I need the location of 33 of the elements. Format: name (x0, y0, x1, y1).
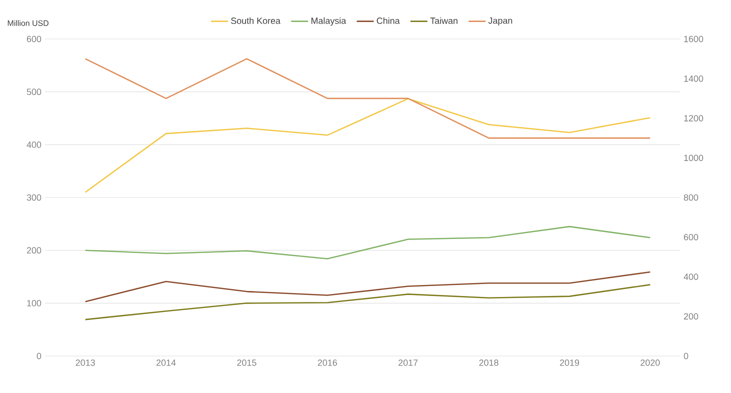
x-tick-label: 2016 (318, 360, 337, 366)
y2-tick-label: 1600 (684, 36, 704, 42)
line-series (84, 271, 651, 302)
y2-tick-label: 1200 (684, 115, 704, 122)
y-tick-label: 200 (26, 247, 42, 254)
y-tick-label: 600 (26, 36, 42, 42)
legend-label: Malaysia (311, 17, 346, 26)
legend-label: Taiwan (430, 17, 458, 24)
line-series (84, 284, 651, 320)
x-tick-label: 2015 (237, 360, 256, 366)
y-tick-label: 300 (26, 194, 42, 201)
y2-tick-label: 0 (684, 352, 688, 360)
x-tick-label: 2019 (560, 360, 580, 366)
x-tick-label: 2014 (156, 360, 176, 366)
y2-tick-label: 800 (684, 194, 698, 201)
line-series (84, 98, 651, 193)
legend-label: China (376, 17, 400, 24)
y2-tick-label: 200 (684, 313, 698, 320)
y2-tick-label: 600 (684, 234, 698, 240)
y-tick-label: 400 (26, 141, 42, 148)
y2-tick-label: 400 (684, 274, 698, 280)
legend-label: Japan (488, 17, 512, 26)
y2-tick-label: 1400 (684, 75, 704, 82)
line-series (84, 226, 651, 260)
x-tick-label: 2018 (479, 360, 498, 366)
x-tick-label: 2013 (76, 360, 95, 366)
y-tick-label: 0 (36, 352, 42, 360)
x-tick-label: 2020 (640, 360, 660, 366)
legend-label: South Korea (231, 17, 280, 24)
x-tick-label: 2017 (398, 360, 418, 366)
y-tick-label: 500 (26, 88, 42, 96)
y-tick-label: 100 (27, 300, 42, 306)
y2-tick-label: 1000 (684, 154, 704, 162)
